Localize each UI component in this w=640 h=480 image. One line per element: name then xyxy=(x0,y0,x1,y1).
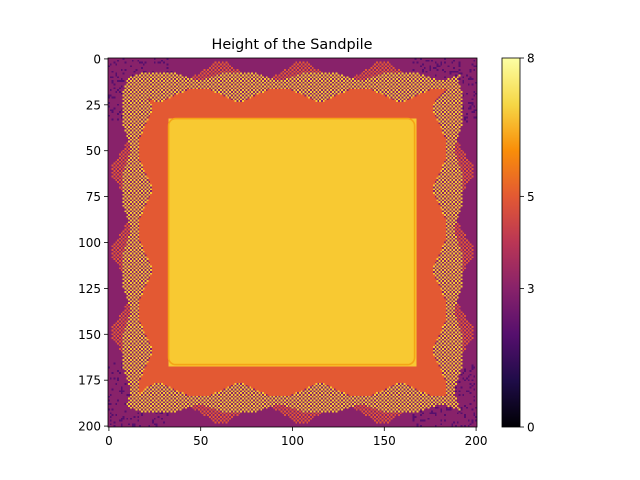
colorbar-tick-label: 0 xyxy=(527,421,535,435)
y-axis: 0 25 50 75 100 125 150 175 200 xyxy=(78,52,108,434)
x-tick-label: 150 xyxy=(373,434,396,448)
y-tick-label: 125 xyxy=(78,282,101,296)
colorbar-ticks: 0 3 5 8 xyxy=(520,52,535,435)
colorbar-tick-label: 3 xyxy=(527,282,535,296)
x-tick-label: 100 xyxy=(281,434,304,448)
y-tick-label: 25 xyxy=(86,98,101,112)
colorbar-tick-label: 8 xyxy=(527,52,535,66)
y-tick-label: 200 xyxy=(78,420,101,434)
colorbar xyxy=(501,57,521,428)
y-tick-label: 50 xyxy=(86,144,101,158)
y-tick-label: 150 xyxy=(78,328,101,342)
x-tick-label: 200 xyxy=(465,434,488,448)
x-tick-label: 0 xyxy=(105,434,113,448)
y-tick-label: 75 xyxy=(86,190,101,204)
y-tick-label: 175 xyxy=(78,374,101,388)
colorbar-tick-label: 5 xyxy=(527,190,535,204)
x-axis: 0 50 100 150 200 xyxy=(105,427,488,448)
heatmap-area xyxy=(108,58,477,427)
central-plateau xyxy=(167,117,416,366)
x-tick-label: 50 xyxy=(193,434,208,448)
y-tick-label: 0 xyxy=(93,52,101,66)
chart-title: Height of the Sandpile xyxy=(212,37,373,53)
y-tick-label: 100 xyxy=(78,236,101,250)
